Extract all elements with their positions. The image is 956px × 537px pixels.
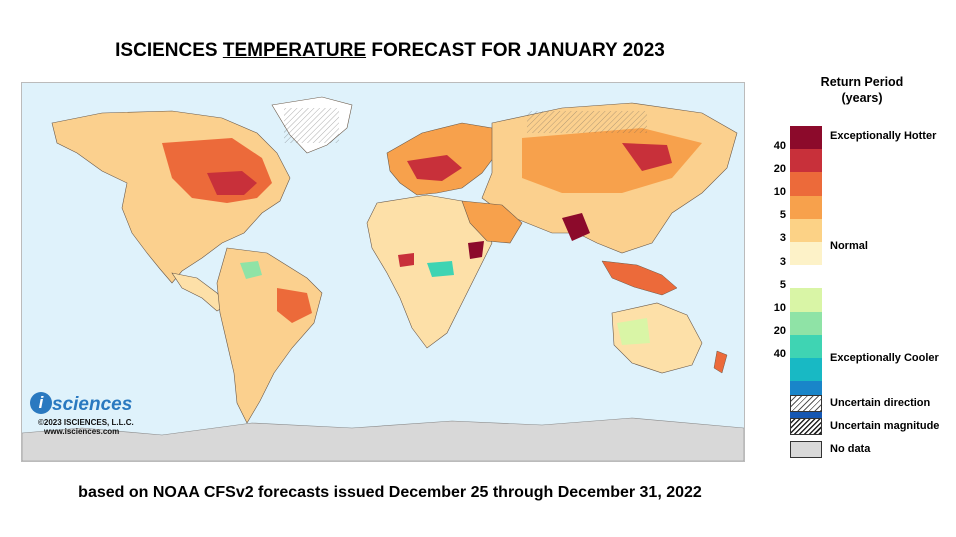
horn-hot-region: [468, 241, 484, 259]
title-suffix: FORECAST FOR JANUARY 2023: [366, 40, 665, 61]
legend-uncertain-magnitude-swatch: [790, 418, 822, 435]
legend-no-data-swatch: [790, 441, 822, 458]
legend-swatch: [790, 357, 822, 382]
legend-swatch: [790, 265, 822, 289]
asia-hot-region: [522, 128, 702, 193]
legend-tick-label: 10: [773, 302, 786, 314]
logo-wordmark: sciences: [52, 394, 133, 415]
legend-tick-label: 40: [773, 348, 786, 360]
legend-tick-label: 3: [779, 256, 786, 268]
legend-tick-label: 20: [773, 163, 786, 175]
legend-swatch: [790, 218, 822, 242]
legend-swatch: [790, 172, 822, 196]
greenland-hatch: [284, 108, 339, 143]
legend-color-bar: [790, 126, 822, 428]
sa-cool-region: [240, 261, 262, 279]
europe-hot-region: [407, 155, 462, 181]
australia-cool-region: [617, 318, 650, 345]
asia-hottest-region: [622, 143, 672, 171]
southeast-asia: [601, 260, 678, 296]
legend-no-data-label: No data: [830, 443, 871, 455]
legend-swatch: [790, 149, 822, 173]
legend-tick-label: 3: [779, 232, 786, 244]
legend-title: Return Period (years): [800, 74, 924, 106]
legend-tick-label: 40: [773, 140, 786, 152]
legend-title-line2: (years): [841, 91, 883, 105]
world-map-svg: [22, 96, 744, 461]
legend-swatch: [790, 334, 822, 358]
logo-i-icon: i: [30, 392, 52, 414]
legend-uncertain-direction-swatch: [790, 395, 822, 412]
new-zealand: [713, 350, 728, 374]
antarctica: [22, 417, 744, 461]
title-prefix: ISCIENCES: [115, 40, 223, 61]
legend-normal-label: Normal: [830, 240, 868, 252]
legend-swatch: [790, 311, 822, 335]
legend-swatch: [790, 241, 822, 266]
africa-hot-region: [398, 253, 414, 267]
na-hottest-region: [207, 171, 257, 195]
legend-uncertain-magnitude-label: Uncertain magnitude: [830, 420, 940, 432]
legend-tick-label: 5: [779, 279, 786, 291]
india-hot-region: [562, 213, 590, 241]
sa-hot-region: [277, 288, 312, 323]
legend-cool-label: Exceptionally Cooler: [830, 352, 939, 364]
arabia: [461, 200, 523, 244]
title-underlined-word: TEMPERATURE: [222, 40, 367, 61]
legend-hot-label: Exceptionally Hotter: [830, 130, 937, 142]
legend-tick-label: 5: [779, 209, 786, 221]
world-map: [21, 82, 745, 462]
africa-cool-region: [427, 261, 454, 277]
legend-swatch: [790, 195, 822, 219]
logo-copyright: ©2023 ISCIENCES, L.L.C.: [38, 418, 134, 427]
footer-caption: based on NOAA CFSv2 forecasts issued Dec…: [78, 484, 702, 501]
legend-title-line1: Return Period: [820, 75, 904, 89]
legend-tick-label: 20: [773, 325, 786, 337]
legend-swatch: [790, 126, 822, 150]
south-america: [216, 247, 323, 424]
logo-url: www.isciences.com: [44, 427, 120, 436]
map-title: ISCIENCES TEMPERATURE FORECAST FOR JANUA…: [0, 40, 780, 62]
legend-swatch: [790, 288, 822, 312]
legend-uncertain-direction-label: Uncertain direction: [830, 397, 931, 409]
legend-tick-label: 10: [773, 186, 786, 198]
siberia-hatch: [527, 111, 647, 133]
